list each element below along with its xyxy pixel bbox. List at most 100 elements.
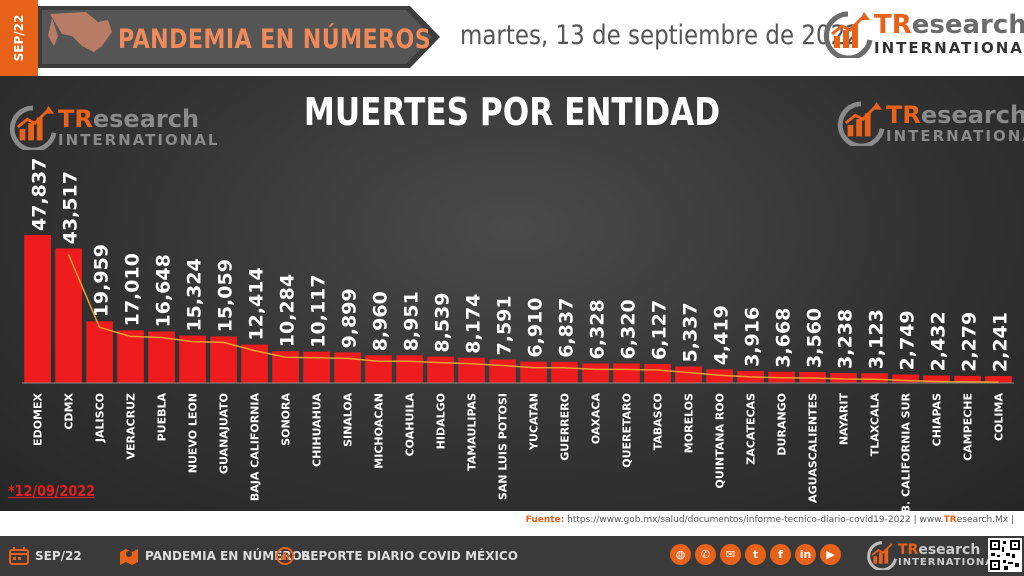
value-label-michoacan: 8,960 [370, 291, 392, 351]
category-label-sonora: SONORA [280, 393, 293, 446]
globe-icon[interactable]: ◍ [670, 544, 691, 565]
bar-jalisco [86, 321, 113, 383]
bar-quintana-roo [706, 369, 733, 383]
value-label-durango: 3,668 [773, 308, 795, 368]
footer: SEP/22 PANDEMIA EN NÚMEROS REPORTE DIARI… [0, 536, 1024, 576]
value-label-quintana-roo: 4,419 [711, 305, 733, 365]
bar-tabasco [644, 364, 671, 383]
value-label-tabasco: 6,127 [649, 300, 671, 360]
phone-icon[interactable]: ✆ [695, 544, 716, 565]
calendar-icon [9, 547, 29, 565]
bar-chiapas [923, 375, 950, 383]
logo-chart-icon [823, 11, 873, 58]
value-label-morelos: 5,337 [680, 302, 702, 362]
value-label-chiapas: 2,432 [928, 311, 950, 371]
linkedin-icon[interactable]: in [795, 544, 816, 565]
bar-colima [985, 376, 1012, 383]
banner-shape [38, 6, 440, 68]
logo-rest: esearch [918, 541, 981, 558]
source-line[interactable]: Fuente: https://www.gob.mx/salud/documen… [526, 515, 1014, 525]
category-label-guanajuato: GUANAJUATO [218, 393, 231, 474]
category-label-nuevo-leon: NUEVO LEON [187, 393, 200, 473]
value-label-nuevo-leon: 15,324 [184, 258, 206, 331]
source-url[interactable]: https://www.gob.mx/salud/documentos/info… [567, 515, 944, 525]
category-label-baja-california: BAJA CALIFORNIA [249, 393, 262, 502]
logo-accent: TR [874, 10, 912, 40]
logo-accent: TR [58, 104, 93, 133]
value-label-nayarit: 3,238 [835, 309, 857, 369]
side-tab-label: SEP/22 [12, 14, 26, 62]
bar-san-luis-potosi [489, 359, 516, 383]
footer-item-reporte-label: REPORTE DIARIO COVID MÉXICO [301, 549, 518, 563]
value-label-edomex: 47,837 [29, 158, 51, 231]
category-label-campeche: CAMPECHE [962, 393, 975, 461]
value-label-baja-california: 12,414 [246, 267, 268, 340]
bar-coahuila [396, 355, 423, 383]
chart-title: MUERTES POR ENTIDAD [303, 90, 721, 134]
category-label-zacatecas: ZACATECAS [745, 393, 758, 465]
facebook-icon[interactable]: f [770, 544, 791, 565]
bar-cdmx [55, 248, 82, 383]
value-label-tamaulipas: 8,174 [463, 294, 485, 354]
bar-guerrero [551, 361, 578, 383]
watermark-logo-left: TResearch INTERNATIONAL [8, 104, 219, 150]
value-label-hidalgo: 8,539 [432, 292, 454, 352]
youtube-icon[interactable]: ▶ [820, 544, 841, 565]
value-label-tlaxcala: 3,123 [866, 309, 888, 369]
bar-morelos [675, 366, 702, 383]
category-label-puebla: PUEBLA [156, 393, 169, 442]
value-label-veracruz: 17,010 [122, 253, 144, 326]
category-label-san-luis-potosi: SAN LUIS POTOSI [497, 393, 510, 500]
footer-item-date-label: SEP/22 [35, 549, 82, 563]
value-label-queretaro: 6,320 [618, 299, 640, 359]
category-label-chiapas: CHIAPAS [931, 393, 944, 446]
logo-sub: INTERNATIONAL [886, 126, 1024, 145]
logo-chart-icon [867, 541, 898, 570]
source-brand-accent: TR [943, 515, 957, 525]
value-label-zacatecas: 3,916 [742, 307, 764, 367]
value-label-guerrero: 6,837 [556, 298, 578, 358]
mexico-map-icon [48, 12, 112, 52]
category-label-colima: COLIMA [993, 393, 1006, 441]
category-label-aguascalientes: AGUASCALIENTES [807, 393, 820, 503]
logo-chart-icon [9, 105, 57, 150]
footer-item-pandemia-label: PANDEMIA EN NÚMEROS [145, 549, 311, 563]
social-links: ◍ ✆ ✉ t f in ▶ [670, 544, 841, 565]
value-label-puebla: 16,648 [153, 254, 175, 327]
bar-b-california-sur [892, 374, 919, 383]
value-label-campeche: 2,279 [959, 312, 981, 372]
source-label: Fuente: [525, 515, 565, 525]
side-tab: SEP/22 [0, 0, 38, 76]
bar-campeche [954, 375, 981, 383]
bar-veracruz [117, 330, 144, 383]
category-label-nayarit: NAYARIT [838, 393, 851, 446]
logo-sub: INTERNATIONAL [58, 130, 220, 149]
value-label-coahuila: 8,951 [401, 291, 423, 351]
category-label-tlaxcala: TLAXCALA [869, 393, 882, 457]
category-label-coahuila: COAHUILA [404, 393, 417, 457]
qr-code[interactable] [988, 538, 1022, 572]
header-banner: PANDEMIA EN NÚMEROS [38, 6, 440, 68]
twitter-icon[interactable]: t [745, 544, 766, 565]
category-label-guerrero: GUERRERO [559, 393, 572, 461]
category-label-michoacan: MICHOACAN [373, 393, 386, 469]
category-label-hidalgo: HIDALGO [435, 393, 448, 449]
category-label-cdmx: CDMX [63, 392, 76, 429]
logo-rest: esearch [92, 104, 200, 133]
category-label-tabasco: TABASCO [652, 393, 665, 450]
header: SEP/22 PANDEMIA EN NÚMEROS martes, 13 de… [0, 0, 1024, 76]
category-label-durango: DURANGO [776, 393, 789, 456]
category-label-edomex: EDOMEX [32, 392, 45, 445]
bar-tlaxcala [861, 373, 888, 383]
mail-icon[interactable]: ✉ [720, 544, 741, 565]
value-label-chihuahua: 10,117 [308, 274, 330, 347]
bar-tamaulipas [458, 357, 485, 383]
category-label-sinaloa: SINALOA [342, 393, 355, 447]
report-date: martes, 13 de septiembre de 2022 [460, 20, 860, 51]
logo-sub: INTERNATIONAL [874, 39, 1024, 57]
value-label-yucatan: 6,910 [525, 297, 547, 357]
bar-oaxaca [582, 363, 609, 383]
value-label-aguascalientes: 3,560 [804, 308, 826, 368]
category-label-quintana-roo: QUINTANA ROO [714, 393, 727, 488]
category-label-tamaulipas: TAMAULIPAS [466, 393, 479, 471]
